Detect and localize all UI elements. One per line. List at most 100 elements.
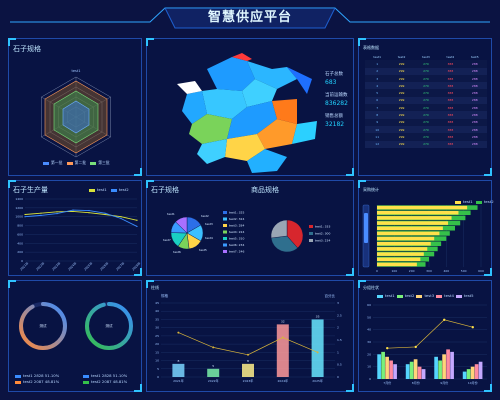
groupbar-legend-item[interactable]: test4 (436, 293, 454, 298)
table-header-cell[interactable]: test1 (373, 54, 382, 59)
hbar-legend-item[interactable]: test1 (455, 199, 473, 204)
donut-legend-item[interactable]: test2 2087 48.81% (15, 379, 59, 385)
groupbar-legend-item[interactable]: test2 (396, 293, 414, 298)
table-row[interactable]: 11 299 270 388 288 (365, 133, 487, 141)
data-point (136, 219, 138, 221)
bar-value-label: 5 (212, 364, 214, 368)
radar-legend-item[interactable]: 第三批 (90, 160, 110, 165)
y-tick-label: 20 (367, 352, 371, 356)
bar (207, 368, 220, 377)
y-tick-label: 40 (367, 328, 371, 332)
x-tick-label: 2028年 (130, 260, 141, 271)
bar (413, 359, 418, 379)
line-legend: test1 test2 (89, 187, 129, 192)
hbar-legend-item[interactable]: test2 (475, 199, 494, 204)
data-point (104, 212, 106, 214)
table-cell: 270 (423, 127, 429, 132)
legend-swatch (223, 211, 227, 214)
table-cell: 299 (398, 91, 405, 96)
table-cell: 299 (398, 61, 405, 66)
radar-legend-item[interactable]: 第一批 (43, 160, 62, 165)
table-row[interactable]: 9 299 270 388 288 (365, 118, 487, 126)
table-cell: 1 (376, 61, 379, 66)
hbar-panel: 采购统计 test1 test2 0 100 200 300 400 500 600 (358, 180, 494, 276)
table-header-cell[interactable]: test3 (422, 54, 430, 59)
table-header-cell[interactable]: test2 (397, 54, 406, 59)
donut-legend-item[interactable]: test2 2087 48.81% (83, 379, 127, 385)
line-legend-item[interactable]: test2 (110, 187, 129, 192)
groupbar-legend-item[interactable]: test1 (377, 293, 395, 298)
bar (421, 369, 426, 379)
y-tick-label: 10 (155, 359, 159, 363)
table-row[interactable]: 4 299 270 388 288 (365, 82, 487, 90)
data-point (24, 213, 26, 216)
page-title: 智慧供应平台 (207, 10, 292, 25)
table-panel: 表格数据 test1 test2 test3 test4 test5 1 299 270 388… (358, 38, 492, 176)
y-tick-label: 1000 (15, 215, 23, 219)
y-tick-label: 35 (155, 317, 159, 321)
table-cell: 270 (423, 142, 429, 147)
table-cell: 299 (398, 134, 405, 139)
table-row[interactable]: 2 299 270 388 288 (365, 67, 487, 75)
table-cell: 388 (447, 83, 454, 88)
sales-legend-label: test3: 234 (315, 239, 330, 243)
groupbar-legend-item[interactable]: test3 (416, 293, 434, 298)
table-cell: 388 (447, 61, 454, 66)
table-row[interactable]: 3 299 270 388 288 (365, 74, 487, 83)
line-panel: 石子生产量 test1 test2 0 200 400 600 800 1000 1200 1… (8, 180, 142, 276)
x-tick-label: 600 (478, 269, 484, 273)
pie-legend-label: test3: 284 (229, 224, 244, 228)
donut-legend-item[interactable]: test1 2828 51.10% (83, 373, 127, 379)
x-tick-label: 10月份 (468, 380, 478, 385)
stat-label: 石子总数 (325, 72, 343, 77)
table-header-cell[interactable]: test5 (470, 54, 479, 59)
donut-legend-item[interactable]: test1 2828 51.10% (15, 373, 59, 379)
y-tick-label: 30 (155, 326, 159, 330)
table-row[interactable]: 8 299 270 388 288 (365, 111, 487, 119)
x-tick-label: 2022年 (208, 378, 219, 383)
line-title: 石子生产量 (13, 186, 48, 194)
pie-legend-label: test7: 246 (229, 250, 244, 254)
line-legend-item[interactable]: test1 (89, 187, 107, 192)
bar (478, 361, 483, 379)
table-row[interactable]: 5 299 270 388 288 (365, 89, 487, 97)
series-line (24, 210, 138, 221)
table-cell: 270 (423, 76, 429, 81)
data-point (120, 217, 122, 220)
table-row[interactable]: 10 299 270 388 288 (365, 125, 487, 134)
table-cell: 388 (447, 127, 454, 132)
bar (377, 241, 431, 246)
y2-tick-label: 0 (337, 375, 339, 379)
y-tick-label: 45 (155, 301, 159, 305)
bar (405, 364, 410, 379)
legend-swatch (223, 237, 227, 240)
table-row[interactable]: 12 299 270 388 288 (365, 140, 487, 148)
table-cell: 7 (376, 105, 379, 110)
sales-legend-label: test1: 333 (315, 225, 330, 229)
table-row[interactable]: 1 299 270 388 288 (365, 60, 487, 68)
data-point (120, 216, 122, 218)
y-tick-label: 600 (17, 232, 23, 236)
pie-callout-label: test7 (163, 238, 171, 242)
header-frame (10, 7, 490, 29)
groupbar-legend-item[interactable]: test5 (455, 293, 474, 298)
y2-tick-label: 2.5 (337, 313, 342, 317)
province-map[interactable] (147, 39, 317, 177)
data-point (72, 209, 74, 211)
groupbar-legend: test1 test2 test3 test4 test5 (377, 293, 476, 298)
stat-value: 836282 (325, 100, 348, 107)
table-row[interactable]: 6 299 270 388 288 (365, 96, 487, 105)
pie-callout-label: test4 (205, 236, 213, 240)
table-cell: 10 (375, 127, 380, 132)
radar-legend-item[interactable]: 第二批 (66, 160, 86, 165)
data-point (72, 210, 74, 212)
hbar-legend: test1 test2 (455, 199, 494, 204)
table-cell: 299 (398, 113, 405, 118)
table-row[interactable]: 7 299 270 388 288 (365, 104, 487, 112)
table-header-cell[interactable]: test4 (446, 54, 455, 59)
x-tick-label: 2026年 (98, 260, 109, 271)
donut-legend: test1 2828 51.10% test2 2087 48.81% (83, 373, 127, 385)
bar (462, 371, 467, 379)
y-tick-label: 0 (157, 375, 159, 379)
table-title: 表格数据 (363, 45, 379, 50)
